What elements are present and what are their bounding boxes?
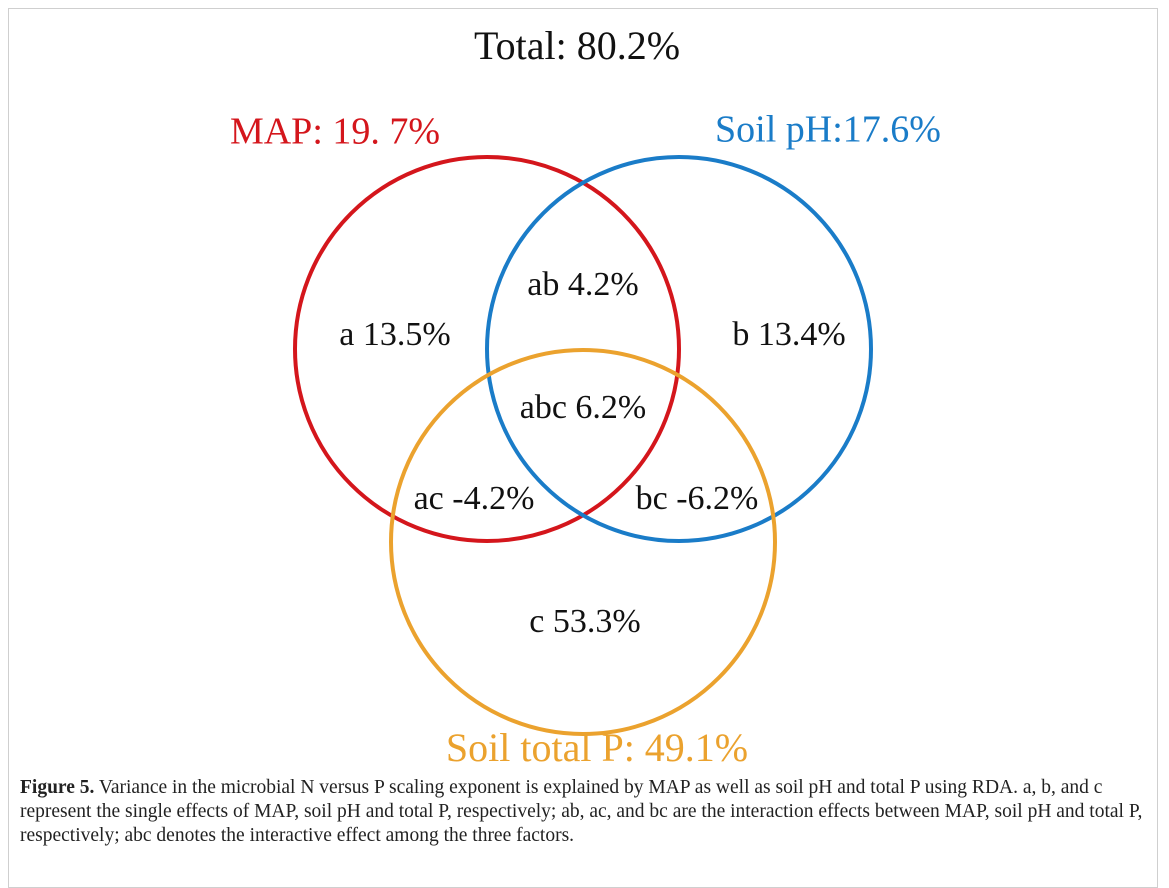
region-label: bc -6.2% — [636, 480, 759, 517]
set-label: Soil total P: 49.1% — [446, 725, 748, 770]
set-label: MAP: 19. 7% — [230, 111, 440, 153]
diagram-title: Total: 80.2% — [474, 23, 680, 68]
caption-text: Variance in the microbial N versus P sca… — [20, 777, 1143, 846]
set-circle — [485, 155, 873, 543]
set-circle — [293, 155, 681, 543]
figure-caption: Figure 5. Variance in the microbial N ve… — [20, 776, 1145, 848]
region-label: ac -4.2% — [414, 480, 535, 517]
region-label: c 53.3% — [529, 603, 640, 640]
region-label: abc 6.2% — [520, 389, 647, 426]
set-circle — [389, 348, 777, 736]
region-label: ab 4.2% — [527, 266, 638, 303]
set-label: Soil pH:17.6% — [715, 109, 941, 151]
region-label: b 13.4% — [732, 316, 845, 353]
region-label: a 13.5% — [339, 316, 450, 353]
caption-label: Figure 5. — [20, 777, 95, 798]
